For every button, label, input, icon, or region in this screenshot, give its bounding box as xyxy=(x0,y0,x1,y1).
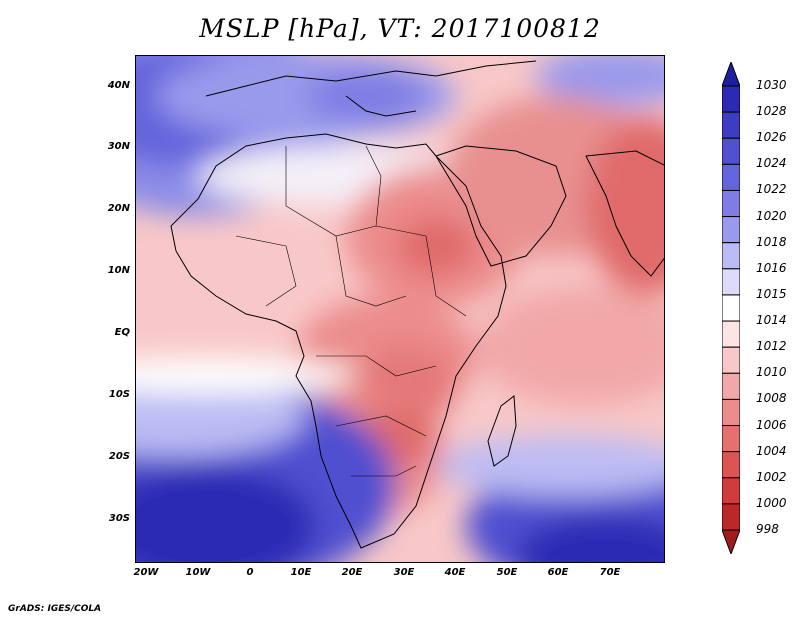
colorbar xyxy=(722,62,740,554)
colorbar-label: 1006 xyxy=(756,417,787,432)
colorbar-label: 1000 xyxy=(756,495,787,510)
colorbar-label: 1026 xyxy=(756,130,787,145)
colorbar-swatch xyxy=(722,111,740,139)
lon-label-60e: 60E xyxy=(547,567,569,578)
colorbar-label: 1018 xyxy=(756,234,787,249)
lon-label-50e: 50E xyxy=(496,567,518,578)
colorbar-swatch xyxy=(722,398,740,427)
credit-text: GrADS: IGES/COLA xyxy=(8,604,102,614)
colorbar-swatch xyxy=(722,294,740,322)
lon-label-0: 0 xyxy=(246,567,254,578)
lat-label-20s: 20S xyxy=(108,451,130,462)
lat-label-10s: 10S xyxy=(108,389,130,400)
colorbar-swatch xyxy=(722,85,740,113)
colorbar-swatch xyxy=(722,477,740,505)
colorbar-swatch xyxy=(722,268,740,296)
pressure-map xyxy=(135,55,665,563)
lat-label-30n: 30N xyxy=(107,141,130,152)
lat-label-30s: 30S xyxy=(108,513,130,524)
colorbar-label: 1012 xyxy=(756,339,787,354)
colorbar-label: 1030 xyxy=(756,78,787,92)
colorbar-label: 998 xyxy=(756,522,779,536)
lat-label-10n: 10N xyxy=(107,265,130,276)
colorbar-swatch xyxy=(722,320,740,348)
colorbar-bottom-arrow xyxy=(722,529,740,554)
colorbar-swatch xyxy=(722,242,740,270)
colorbar-swatch xyxy=(722,137,740,165)
lon-label-10e: 10E xyxy=(290,567,312,578)
lon-label-10w: 10W xyxy=(185,567,211,578)
colorbar-swatch xyxy=(722,425,740,453)
colorbar-swatch xyxy=(722,346,740,374)
colorbar-label: 1010 xyxy=(756,365,787,380)
colorbar-label: 1004 xyxy=(756,443,787,458)
lon-label-20e: 20E xyxy=(341,567,363,578)
colorbar-label: 1028 xyxy=(756,104,787,119)
colorbar-swatch xyxy=(722,372,740,400)
colorbar-label: 1024 xyxy=(756,156,787,171)
colorbar-swatch xyxy=(722,216,740,244)
colorbar-swatch xyxy=(722,503,740,531)
lon-label-30e: 30E xyxy=(393,567,415,578)
lon-label-40e: 40E xyxy=(444,567,466,578)
lat-label-eq: EQ xyxy=(114,327,130,338)
pressure-field xyxy=(136,56,664,562)
colorbar-label: 1014 xyxy=(756,313,787,328)
coastline xyxy=(170,60,664,549)
colorbar-label: 1002 xyxy=(756,469,787,484)
colorbar-swatch xyxy=(722,451,740,479)
lon-label-70e: 70E xyxy=(599,567,621,578)
colorbar-top-arrow xyxy=(722,62,740,87)
colorbar-swatch xyxy=(722,189,740,218)
lat-label-40n: 40N xyxy=(107,80,130,91)
colorbar-label: 1016 xyxy=(756,260,787,275)
lat-label-20n: 20N xyxy=(107,203,130,214)
colorbar-label: 1020 xyxy=(756,208,787,223)
lon-label-20w: 20W xyxy=(133,567,159,578)
colorbar-swatch xyxy=(722,163,740,191)
colorbar-label: 1022 xyxy=(756,182,787,197)
colorbar-label: 1008 xyxy=(756,391,787,406)
colorbar-label: 1015 xyxy=(756,286,787,301)
chart-title: MSLP [hPa], VT: 2017100812 xyxy=(199,14,601,43)
